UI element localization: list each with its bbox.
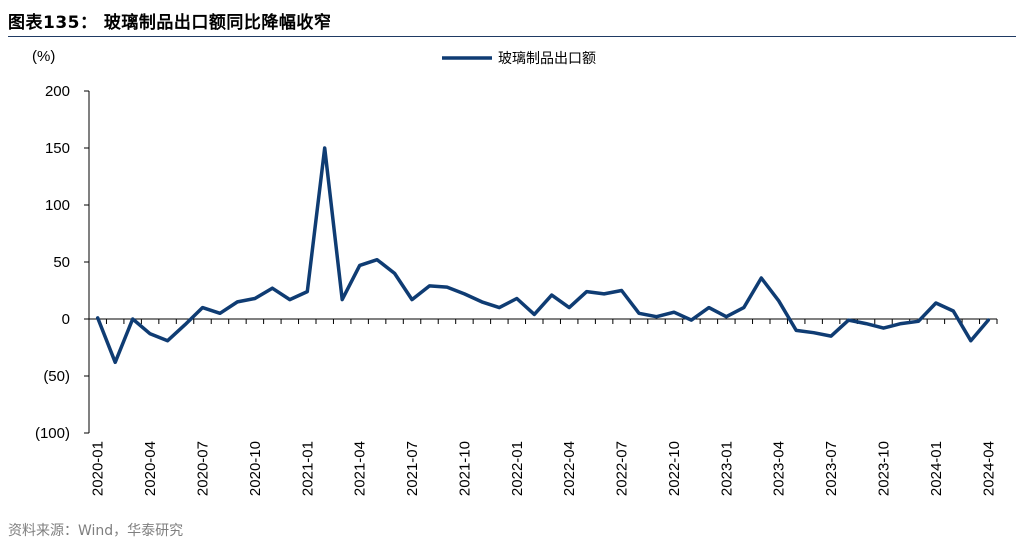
x-tick-label: 2020-04 xyxy=(142,441,159,496)
x-tick-label: 2023-01 xyxy=(718,441,735,496)
x-tick-label: 2024-04 xyxy=(980,441,997,496)
x-tick-label: 2021-07 xyxy=(404,441,421,496)
x-tick-label: 2021-10 xyxy=(456,441,473,496)
x-tick-label: 2022-04 xyxy=(561,441,578,496)
y-axis: 200 150 100 50 0 (50) (100) xyxy=(35,83,90,442)
x-tick-label: 2023-10 xyxy=(876,441,893,496)
x-tick-label: 2022-10 xyxy=(666,441,683,496)
series-layer xyxy=(95,146,991,365)
x-tick-label: 2021-04 xyxy=(352,441,369,496)
source-note: 资料来源：Wind，华泰研究 xyxy=(8,523,184,539)
x-tick-label: 2022-07 xyxy=(614,441,631,496)
x-tick-label: 2023-07 xyxy=(823,441,840,496)
x-axis: 2020-01 2020-04 2020-07 2020-10 2021-01 2021-… xyxy=(88,318,998,496)
chart-title: 图表135： 玻璃制品出口额同比降幅收窄 xyxy=(8,13,332,33)
y-tick-label: 0 xyxy=(62,311,70,328)
x-tick-label: 2023-04 xyxy=(771,441,788,496)
legend: 玻璃制品出口额 xyxy=(442,50,596,67)
x-tick-label: 2024-01 xyxy=(928,441,945,496)
y-unit-label: (%) xyxy=(32,48,55,65)
y-tick-label: (50) xyxy=(43,368,70,385)
legend-label-series: 玻璃制品出口额 xyxy=(498,50,596,67)
y-tick-label: 200 xyxy=(45,83,70,100)
x-tick-label: 2020-07 xyxy=(195,441,212,496)
x-tick-label: 2020-01 xyxy=(90,441,107,496)
x-tick-label: 2020-10 xyxy=(247,441,264,496)
series-line xyxy=(95,146,991,365)
y-tick-label: 50 xyxy=(53,254,70,271)
y-tick-label: 150 xyxy=(45,140,70,157)
x-tick-label: 2021-01 xyxy=(299,441,316,496)
y-tick-label: (100) xyxy=(35,425,70,442)
y-tick-label: 100 xyxy=(45,197,70,214)
title-divider xyxy=(8,36,1016,37)
x-tick-label: 2022-01 xyxy=(509,441,526,496)
